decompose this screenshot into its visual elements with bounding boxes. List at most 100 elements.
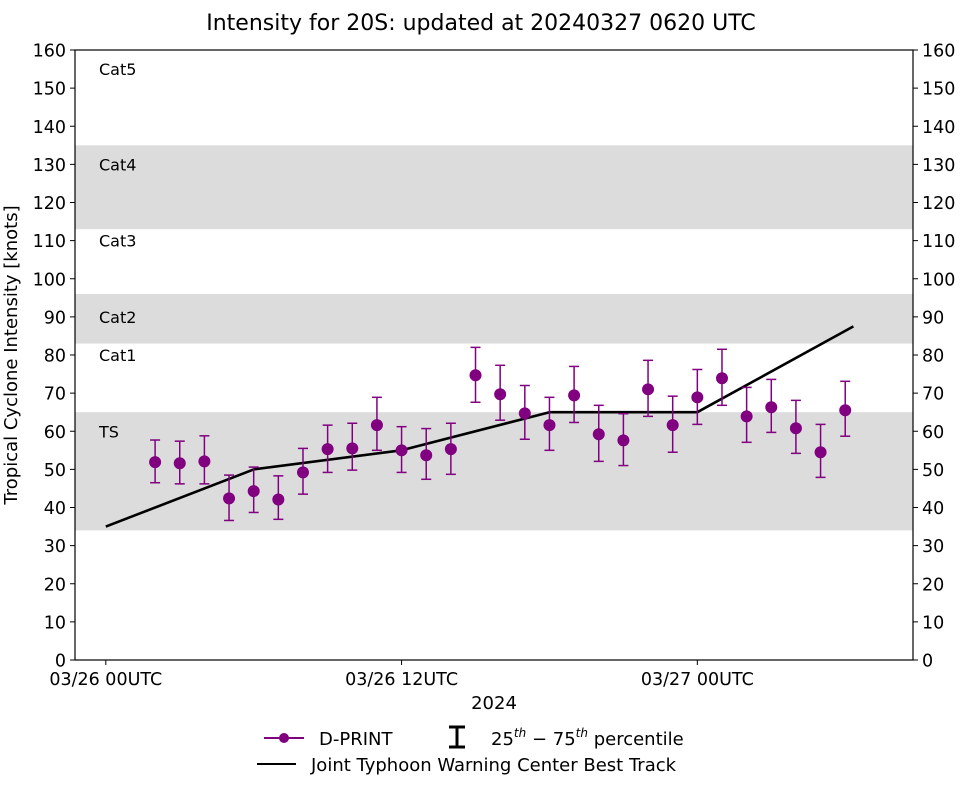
dprint-point — [321, 424, 334, 474]
category-label-cat3: Cat3 — [99, 232, 136, 251]
y-tick-label-right: 120 — [922, 194, 955, 214]
dprint-point — [173, 440, 186, 485]
y-tick-label-left: 80 — [44, 347, 66, 367]
dprint-marker — [789, 422, 802, 435]
dprint-marker — [814, 446, 827, 459]
y-tick-label-right: 140 — [922, 118, 955, 138]
y-tick-label-right: 160 — [922, 42, 955, 62]
dprint-marker — [839, 404, 852, 417]
y-tick-label-right: 80 — [922, 347, 944, 367]
dprint-point — [814, 423, 827, 479]
y-tick-label-right: 0 — [922, 652, 933, 672]
dprint-point — [691, 368, 704, 426]
chart-title: Intensity for 20S: updated at 20240327 0… — [206, 11, 756, 36]
dprint-marker — [247, 485, 260, 498]
y-tick-label-left: 40 — [44, 499, 66, 519]
x-tick-label: 03/27 00UTC — [641, 670, 754, 690]
dprint-marker — [223, 492, 236, 505]
y-tick-label-right: 30 — [922, 537, 944, 557]
dprint-point — [592, 404, 605, 463]
legend-dprint-marker — [279, 733, 289, 743]
percentile-high: − 75 — [526, 729, 575, 750]
dprint-marker — [173, 457, 186, 470]
x-tick-label: 03/26 12UTC — [345, 670, 458, 690]
y-tick-label-right: 20 — [922, 575, 944, 595]
dprint-marker — [617, 434, 630, 447]
dprint-marker — [592, 428, 605, 441]
y-tick-label-right: 130 — [922, 156, 955, 176]
y-tick-label-left: 120 — [33, 194, 66, 214]
dprint-marker — [543, 419, 556, 432]
dprint-point — [494, 364, 507, 421]
dprint-marker — [518, 407, 531, 420]
dprint-marker — [149, 456, 162, 469]
dprint-point — [198, 435, 211, 485]
y-tick-label-right: 40 — [922, 499, 944, 519]
dprint-marker — [715, 372, 728, 385]
y-tick-label-right: 150 — [922, 80, 955, 100]
dprint-point — [839, 380, 852, 437]
dprint-marker — [346, 442, 359, 455]
legend-best-track-label: Joint Typhoon Warning Center Best Track — [310, 755, 677, 776]
dprint-series — [149, 346, 852, 522]
dprint-marker — [444, 443, 457, 456]
band-cat2 — [75, 294, 913, 344]
dprint-marker — [296, 466, 309, 479]
percentile-high-sup: th — [576, 726, 588, 740]
dprint-point — [346, 422, 359, 471]
dprint-point — [765, 378, 778, 434]
dprint-point — [568, 365, 581, 424]
y-tick-label-left: 60 — [44, 423, 66, 443]
y-tick-label-left: 160 — [33, 42, 66, 62]
dprint-marker — [395, 444, 408, 457]
dprint-point — [518, 384, 531, 441]
dprint-point — [223, 474, 236, 522]
dprint-marker — [691, 391, 704, 404]
category-labels: Cat5 Cat4 Cat3 Cat2 Cat1 TS — [98, 60, 136, 441]
dprint-point — [149, 439, 162, 484]
dprint-point — [715, 348, 728, 407]
dprint-marker — [272, 493, 285, 506]
plot-frame — [74, 49, 914, 661]
dprint-point — [617, 412, 630, 467]
y-tick-label-right: 90 — [922, 308, 944, 328]
y-tick-label-right: 70 — [922, 385, 944, 405]
legend-percentile-label: 25th − 75th percentile — [491, 726, 684, 750]
y-tick-label-right: 110 — [922, 232, 955, 252]
y-axis-ticks: 0 0 10 10 20 20 30 30 40 40 50 50 60 60 70 70 80 80 90 90 10… — [33, 42, 956, 672]
x-axis-label: 2024 — [471, 693, 517, 714]
dprint-point — [272, 475, 285, 521]
y-tick-label-left: 100 — [33, 270, 66, 290]
dprint-marker — [568, 389, 581, 402]
dprint-marker — [420, 449, 433, 462]
category-label-ts: TS — [98, 422, 119, 441]
dprint-marker — [740, 410, 753, 423]
dprint-point — [789, 399, 802, 455]
dprint-point — [370, 396, 383, 452]
legend: D-PRINT 25th − 75th percentile Joint Typ… — [257, 725, 684, 776]
y-tick-label-left: 0 — [55, 652, 66, 672]
legend-dprint-label: D-PRINT — [319, 729, 393, 750]
band-ts — [75, 412, 913, 531]
category-label-cat2: Cat2 — [99, 308, 136, 327]
y-tick-label-right: 60 — [922, 423, 944, 443]
y-tick-label-left: 20 — [44, 575, 66, 595]
y-axis-label: Tropical Cyclone Intensity [knots] — [1, 205, 22, 505]
y-tick-label-left: 140 — [33, 118, 66, 138]
dprint-point — [469, 346, 482, 404]
category-bands — [75, 145, 913, 531]
category-label-cat5: Cat5 — [99, 60, 136, 79]
percentile-tail: percentile — [588, 729, 684, 750]
y-tick-label-right: 50 — [922, 461, 944, 481]
dprint-marker — [469, 369, 482, 382]
errorbar-icon — [449, 725, 465, 749]
dprint-marker — [370, 419, 383, 432]
dprint-point — [296, 447, 309, 495]
dprint-point — [444, 422, 457, 476]
y-tick-label-left: 150 — [33, 80, 66, 100]
y-tick-label-right: 10 — [922, 613, 944, 633]
dprint-marker — [642, 383, 655, 396]
y-tick-label-left: 30 — [44, 537, 66, 557]
dprint-marker — [666, 419, 679, 432]
